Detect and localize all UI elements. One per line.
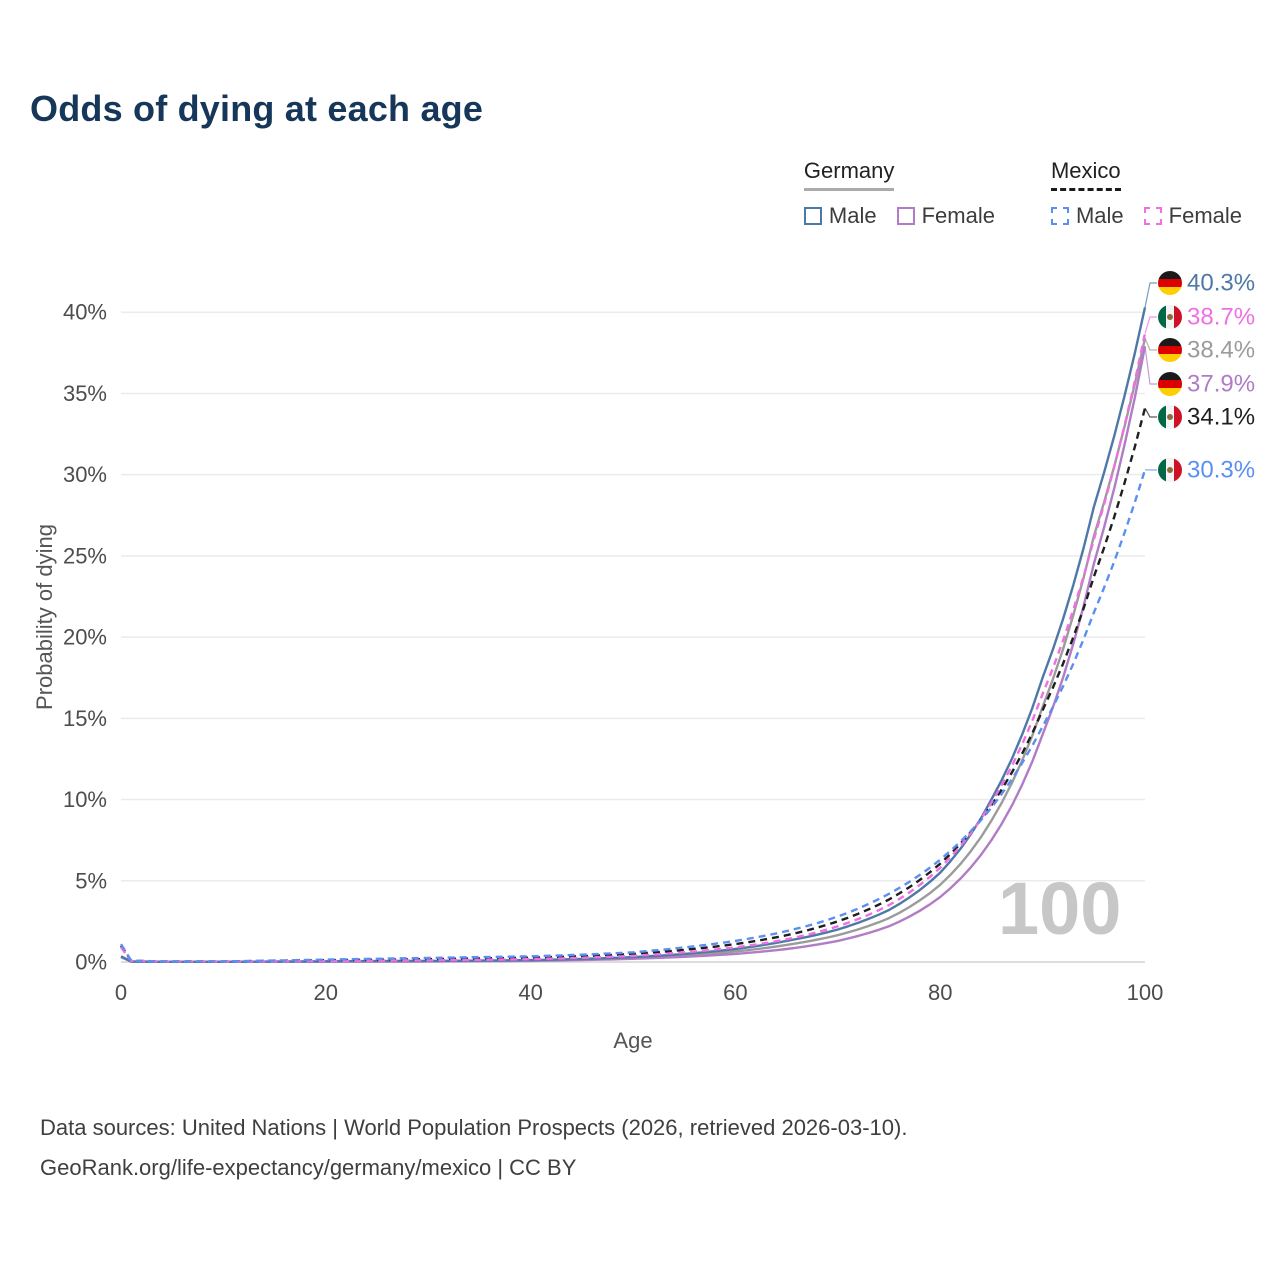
x-tick-label: 0 xyxy=(115,980,127,1005)
mexico-flag-icon xyxy=(1158,458,1182,482)
mexico-flag-icon xyxy=(1158,305,1182,329)
legend-item-mexico-female[interactable]: Female xyxy=(1143,203,1242,229)
data-source-line: Data sources: United Nations | World Pop… xyxy=(40,1115,908,1140)
legend-items-germany: Male Female xyxy=(803,203,995,229)
mexico-female-swatch-icon xyxy=(1143,207,1162,225)
legend-item-label: Male xyxy=(1075,203,1124,228)
end-value-label-mexico-male: 30.3% xyxy=(1187,457,1255,484)
y-tick-label: 35% xyxy=(63,381,107,406)
footer: Data sources: United Nations | World Pop… xyxy=(40,1108,907,1188)
legend-item-germany-female[interactable]: Female xyxy=(896,203,995,229)
series-line-germany-male xyxy=(120,307,1147,963)
end-label-leader xyxy=(1144,337,1157,351)
x-tick-label: 60 xyxy=(723,980,747,1005)
end-value-label-germany-female: 37.9% xyxy=(1187,371,1255,398)
legend-group-label-germany[interactable]: Germany xyxy=(803,158,895,191)
legend-item-label: Female xyxy=(921,203,995,228)
x-tick-label: 20 xyxy=(314,980,338,1005)
y-tick-label: 10% xyxy=(63,787,107,812)
end-label-leader xyxy=(1144,316,1157,334)
y-tick-label: 5% xyxy=(75,868,107,893)
legend-group-mexico: Mexico Male Female xyxy=(1050,158,1242,229)
y-axis-label: Probability of dying xyxy=(32,524,57,710)
y-tick-label: 15% xyxy=(63,706,107,731)
end-label-leader xyxy=(1144,407,1157,418)
series-line-mexico-both xyxy=(120,407,1147,963)
y-tick-label: 0% xyxy=(75,950,107,975)
legend-item-label: Female xyxy=(1168,203,1242,228)
germany-male-swatch-icon xyxy=(803,207,822,225)
mexico-male-swatch-icon xyxy=(1050,207,1069,225)
x-tick-label: 40 xyxy=(518,980,542,1005)
x-tick-label: 80 xyxy=(928,980,952,1005)
end-label-leader xyxy=(1144,282,1157,308)
germany-flag-icon xyxy=(1158,372,1182,396)
y-tick-label: 25% xyxy=(63,543,107,568)
x-tick-label: 100 xyxy=(1127,980,1164,1005)
legend-item-germany-male[interactable]: Male xyxy=(803,203,877,229)
series-line-mexico-female xyxy=(120,333,1147,963)
end-value-label-germany-both: 38.4% xyxy=(1187,337,1255,364)
page-title: Odds of dying at each age xyxy=(30,88,484,129)
end-value-label-germany-male: 40.3% xyxy=(1187,270,1255,297)
y-tick-label: 30% xyxy=(63,462,107,487)
series-line-germany-female xyxy=(120,346,1147,963)
legend-group-label-mexico[interactable]: Mexico xyxy=(1050,158,1121,191)
legend-group-germany: Germany Male Female xyxy=(803,158,995,229)
end-label-leader xyxy=(1144,346,1157,385)
series-line-mexico-male xyxy=(119,469,1147,963)
germany-flag-icon xyxy=(1158,338,1182,362)
germany-flag-icon xyxy=(1158,271,1182,295)
mexico-flag-icon xyxy=(1158,405,1182,429)
germany-female-swatch-icon xyxy=(896,207,915,225)
end-value-label-mexico-both: 34.1% xyxy=(1187,404,1255,431)
attribution-line: GeoRank.org/life-expectancy/germany/mexi… xyxy=(40,1155,577,1180)
legend-item-label: Male xyxy=(828,203,877,228)
legend-item-mexico-male[interactable]: Male xyxy=(1050,203,1124,229)
end-value-label-mexico-female: 38.7% xyxy=(1187,304,1255,331)
legend: Germany Male Female Mexico Male xyxy=(803,158,1242,229)
y-tick-label: 20% xyxy=(63,625,107,650)
series-line-germany-both xyxy=(120,337,1147,963)
legend-items-mexico: Male Female xyxy=(1050,203,1242,229)
y-tick-label: 40% xyxy=(63,300,107,325)
x-axis-label: Age xyxy=(613,1028,653,1053)
